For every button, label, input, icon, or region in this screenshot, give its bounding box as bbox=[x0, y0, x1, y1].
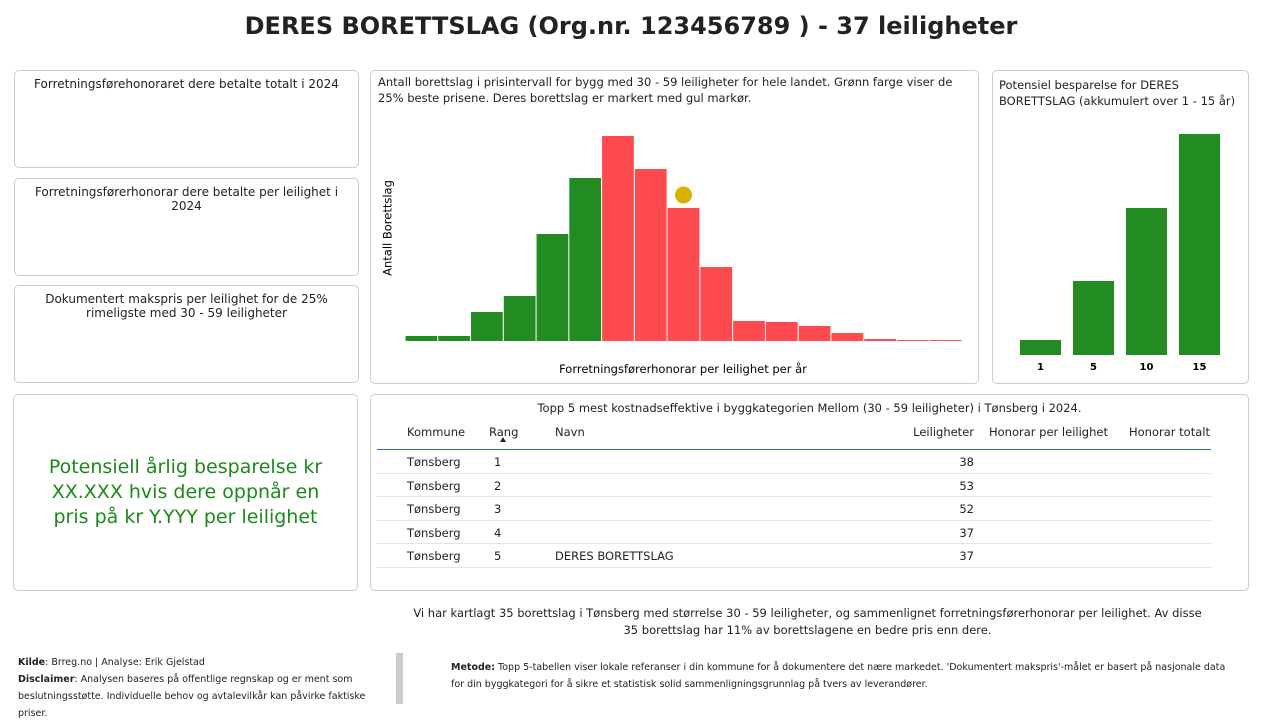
footer-right: Metode: Topp 5-tabellen viser lokale ref… bbox=[451, 659, 1241, 693]
table-cell: 38 bbox=[959, 455, 974, 469]
footer-text: : Brreg.no | Analyse: Erik Gjelstad bbox=[45, 657, 205, 668]
chart-title: Potensiel besparelse for DERES BORETTSLA… bbox=[999, 78, 1236, 108]
kpi-card: Forretningsførerhonorar dere betalte per… bbox=[14, 178, 359, 276]
table: Kommune Rang Navn Leiligheter Honorar per le… bbox=[377, 421, 1211, 568]
footer-text: Topp 5-tabellen viser lokale referanser … bbox=[451, 662, 1226, 690]
table-cell: Tønsberg bbox=[407, 549, 461, 563]
table-cell: 5 bbox=[494, 549, 502, 563]
summary: Vi har kartlagt 35 borettslag i Tønsberg… bbox=[413, 606, 1202, 637]
table-header: Kommune Rang Navn Leiligheter Honorar per le… bbox=[377, 421, 1211, 450]
table-row: Tønsberg 2 53 bbox=[377, 474, 1211, 497]
table-cell: 4 bbox=[494, 525, 502, 540]
table-cell: 53 bbox=[959, 478, 974, 493]
card-title: Forretningsførehonoraret dere betalte to… bbox=[34, 77, 339, 91]
card-title: Dokumentert makspris per leilighet for d… bbox=[45, 292, 328, 320]
divider bbox=[396, 653, 403, 704]
column-header: Rang bbox=[489, 425, 519, 439]
column-header: Kommune bbox=[407, 425, 466, 439]
column-header: Honorar per leilighet bbox=[989, 425, 1108, 439]
kpi-card: Forretningsførehonoraret dere betalte to… bbox=[14, 70, 359, 168]
table-cell: 2 bbox=[494, 478, 502, 493]
table-cell: Tønsberg bbox=[407, 502, 461, 516]
footer-text: : Analysen baseres på offentlige regnska… bbox=[18, 674, 366, 719]
table-row: Tønsberg 5 DERES BORETTSLAG 37 bbox=[377, 544, 1211, 568]
card-title: Forretningsførerhonorar dere betalte per… bbox=[34, 185, 339, 213]
sort-icon bbox=[500, 437, 506, 442]
table-cell: 52 bbox=[959, 502, 974, 516]
chart-title: Antall borettslag i prisintervall for by… bbox=[378, 75, 953, 105]
table-row: Tønsberg 4 37 bbox=[377, 521, 1211, 544]
page-title: DERES BORETTSLAG (Org.nr. 123456789 ) - … bbox=[244, 12, 1018, 40]
table-row: Tønsberg 3 52 bbox=[377, 497, 1211, 521]
histogram-card: Antall borettslag i prisintervall for by… bbox=[370, 70, 979, 384]
table-cell: Tønsberg bbox=[407, 525, 461, 540]
savings-text: Potensiell årlig besparelse kr XX.XXX hv… bbox=[48, 456, 323, 528]
table-cell: Tønsberg bbox=[407, 455, 461, 469]
savings-card: Potensiell årlig besparelse kr XX.XXX hv… bbox=[13, 394, 358, 591]
table-row: Tønsberg 1 38 bbox=[377, 450, 1211, 474]
column-header: Leiligheter bbox=[913, 425, 974, 439]
table-cell: 1 bbox=[494, 455, 502, 469]
savings-chart-card: Potensiel besparelse for DERES BORETTSLA… bbox=[992, 70, 1249, 384]
kpi-card: Dokumentert makspris per leilighet for d… bbox=[14, 285, 359, 383]
footer-label: Metode: bbox=[451, 662, 496, 673]
table-card: Topp 5 mest kostnadseffektive i byggkate… bbox=[370, 394, 1249, 591]
table-cell: 37 bbox=[959, 549, 974, 563]
table-cell: 37 bbox=[959, 525, 974, 540]
footer-label: Kilde bbox=[18, 657, 46, 668]
table-title: Topp 5 mest kostnadseffektive i byggkate… bbox=[537, 401, 1082, 415]
column-header: Honorar totalt bbox=[1129, 425, 1210, 439]
footer-left: Kilde: Brreg.no | Analyse: Erik Gjelstad… bbox=[18, 654, 390, 720]
table-cell: Tønsberg bbox=[407, 478, 461, 493]
table-cell: DERES BORETTSLAG bbox=[555, 549, 674, 563]
table-cell: 3 bbox=[494, 502, 502, 516]
column-header: Navn bbox=[555, 425, 585, 439]
footer-label: Disclaimer bbox=[18, 674, 75, 685]
